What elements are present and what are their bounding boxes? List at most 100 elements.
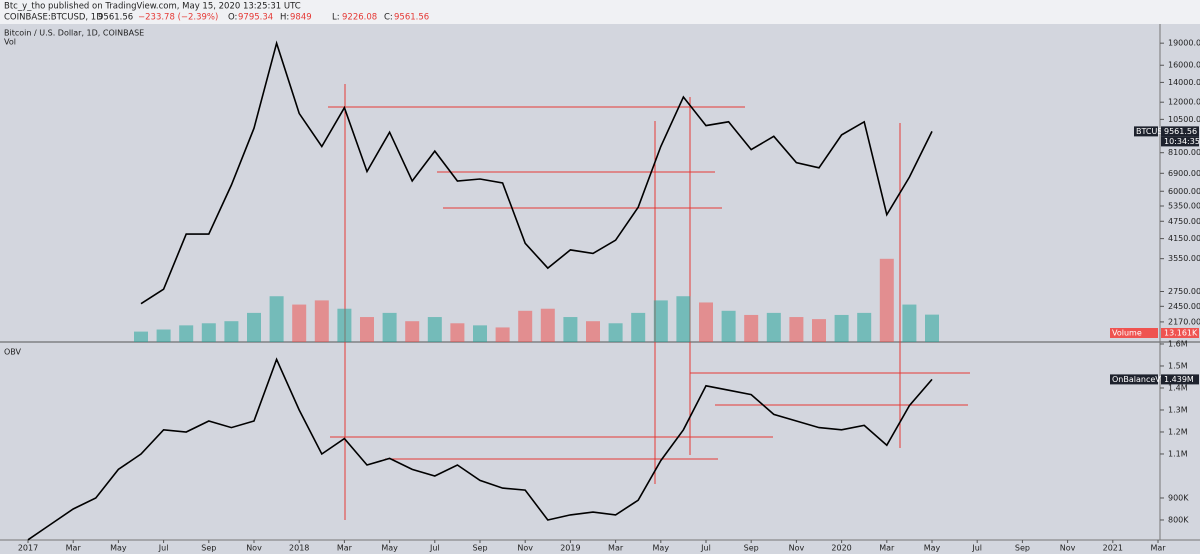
x-tick-label: Mar [1150, 544, 1166, 553]
volume-bar [427, 317, 442, 342]
volume-bar [925, 314, 939, 342]
volume-bar [382, 312, 397, 342]
x-tick-label: Mar [66, 544, 82, 553]
y-tick-label: 1.3M [1168, 405, 1188, 414]
y-tick-label: 10500.00 [1168, 115, 1200, 124]
x-tick-label: 2021 [1103, 544, 1123, 553]
volume-name: Volume [1112, 329, 1142, 338]
volume-bar [269, 296, 284, 342]
volume-bar [337, 308, 352, 342]
annotations [328, 84, 970, 520]
volume-value: 13.161K [1164, 329, 1198, 338]
series-name: OnBalanceVolume [1112, 375, 1185, 384]
obv-pane-title: OBV [4, 348, 22, 357]
volume-bar [766, 312, 781, 342]
last-value-box [1161, 374, 1199, 385]
x-tick-label: 2019 [560, 544, 580, 553]
last-value: 9561.56 [1164, 127, 1197, 136]
x-tick-label: Mar [608, 544, 624, 553]
series-name: BTCUSD [1136, 127, 1169, 136]
y-tick-label: 19000.00 [1168, 39, 1200, 48]
volume-bar [473, 325, 487, 342]
symbol: COINBASE:BTCUSD, 1D [4, 13, 103, 23]
volume-bar [676, 296, 691, 342]
y-tick-label: 2450.00 [1168, 302, 1200, 311]
ohlc-value: 9795.34 [238, 13, 273, 23]
x-tick-label: Mar [879, 544, 895, 553]
price-pane-title: Bitcoin / U.S. Dollar, 1D, COINBASE [4, 29, 144, 38]
volume-bar [201, 323, 216, 342]
volume-bar [360, 317, 374, 342]
volume-bar [812, 319, 826, 342]
x-tick-label: May [110, 544, 127, 553]
volume-bar [224, 321, 239, 342]
volume-bar [902, 304, 917, 342]
volume-bar [405, 321, 420, 342]
x-tick-label: Mar [337, 544, 353, 553]
ohlc-value: 9849 [290, 13, 312, 23]
x-tick-label: 2018 [289, 544, 309, 553]
x-tick-label: May [381, 544, 398, 553]
volume-bar [857, 312, 872, 342]
price-line [27, 357, 933, 541]
volume-bar [879, 258, 894, 342]
countdown: 10:34:35 [1164, 137, 1200, 146]
y-tick-label: 1.4M [1168, 383, 1188, 392]
volume-value-box [1161, 328, 1199, 338]
y-tick-label: 5350.00 [1168, 201, 1200, 210]
x-tick-label: Nov [1060, 544, 1076, 553]
ohlc-value: 9226.08 [342, 13, 377, 23]
author-line: Btc_y_tho published on TradingView.com, … [4, 2, 301, 12]
volume-bar [247, 312, 261, 342]
change: −233.78 (−2.39%) [138, 13, 218, 23]
volume-bar [563, 317, 578, 342]
y-tick-label: 2170.00 [1168, 317, 1200, 326]
volume-bar [789, 317, 804, 342]
volume-bar [699, 302, 713, 342]
x-tick-label: Jul [971, 544, 982, 553]
ohlc-label: H: [280, 13, 289, 23]
volume-bar [179, 325, 194, 342]
y-tick-label: 4150.00 [1168, 234, 1200, 243]
volume-label-box [1110, 328, 1158, 338]
price-line [140, 40, 933, 305]
volume-bar [721, 310, 736, 342]
volume-bar [156, 329, 171, 342]
y-tick-label: 900K [1168, 493, 1189, 502]
header-bar [0, 0, 1200, 24]
y-tick-label: 4750.00 [1168, 217, 1200, 226]
x-tick-label: 2020 [831, 544, 851, 553]
x-tick-label: Jul [429, 544, 440, 553]
ohlc-label: O: [228, 13, 237, 23]
volume-bar [292, 304, 307, 342]
last-price: 9561.56 [98, 13, 133, 23]
volume-bar [540, 308, 555, 342]
y-tick-label: 14000.00 [1168, 78, 1200, 87]
volume-bar [586, 321, 600, 342]
y-tick-label: 8100.00 [1168, 148, 1200, 157]
y-tick-label: 6900.00 [1168, 169, 1200, 178]
x-tick-label: Nov [517, 544, 533, 553]
volume-bar [631, 312, 646, 342]
symbol-line: COINBASE:BTCUSD, 1D 9561.56 −233.78 (−2.… [4, 13, 218, 23]
volume-label: Vol [4, 38, 16, 47]
y-tick-label: 12000.00 [1168, 98, 1200, 107]
y-tick-label: 1.1M [1168, 449, 1188, 458]
x-tick-label: Sep [744, 544, 759, 553]
volume-bar [653, 300, 668, 342]
y-tick-label: 6000.00 [1168, 187, 1200, 196]
y-tick-label: 3550.00 [1168, 254, 1200, 263]
x-tick-label: Sep [201, 544, 216, 553]
x-tick-label: Nov [246, 544, 262, 553]
series-name-box [1134, 126, 1158, 137]
last-value: 1.439M [1164, 375, 1194, 384]
volume-bar [518, 310, 533, 342]
x-tick-label: 2017 [18, 544, 38, 553]
x-tick-label: May [653, 544, 670, 553]
volume-bar [608, 323, 623, 342]
volume-bar [314, 300, 329, 342]
y-tick-label: 1.6M [1168, 339, 1188, 348]
ohlc-label: L: [332, 13, 340, 23]
volume-bar [744, 314, 759, 342]
ohlc-label: C: [384, 13, 393, 23]
